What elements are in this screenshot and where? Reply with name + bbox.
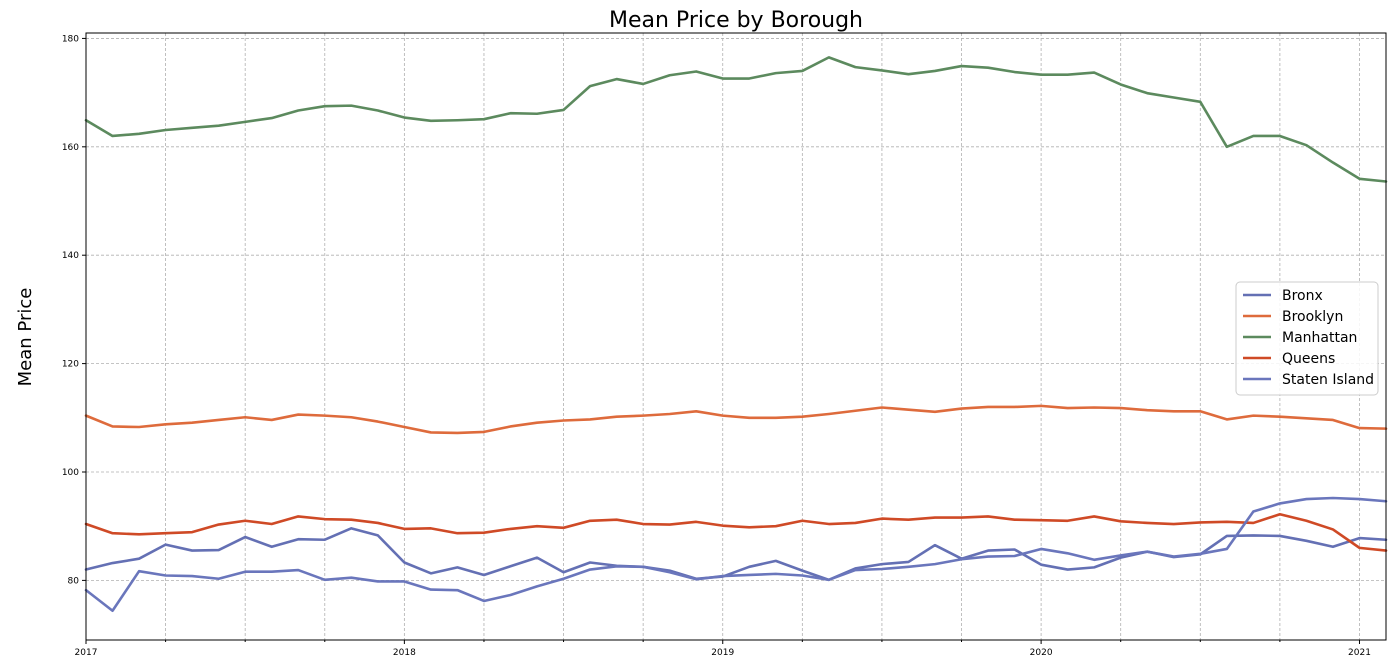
x-tick-label: 2018 — [393, 648, 416, 658]
y-tick-label: 120 — [62, 360, 79, 370]
y-ticks: 80 100 120 140 160 180 — [62, 34, 86, 586]
x-tick-label: 2017 — [75, 648, 98, 658]
x-tick-label: 2020 — [1030, 648, 1053, 658]
x-ticks: 2017 2018 2019 2020 2021 — [75, 640, 1371, 658]
grid — [85, 33, 1386, 640]
x-tick-label: 2021 — [1348, 648, 1371, 658]
y-tick-label: 160 — [62, 143, 79, 153]
legend-label: Staten Island — [1282, 372, 1374, 388]
series-line-staten-island — [84, 496, 1388, 613]
chart-title: Mean Price by Borough — [609, 8, 863, 33]
legend-label: Brooklyn — [1282, 309, 1343, 325]
series-line-manhattan — [84, 56, 1388, 183]
y-tick-label: 180 — [62, 34, 79, 44]
series-line-brooklyn — [84, 404, 1388, 435]
y-tick-label: 100 — [62, 468, 79, 478]
legend-box — [1235, 281, 1379, 396]
series-lines — [84, 56, 1388, 613]
legend-label: Bronx — [1282, 288, 1323, 304]
legend-label: Queens — [1282, 351, 1335, 367]
y-tick-label: 140 — [62, 251, 79, 261]
y-tick-label: 80 — [68, 576, 80, 586]
legend-label: Manhattan — [1282, 330, 1357, 346]
plot-frame — [85, 32, 1387, 641]
y-axis-label: Mean Price — [15, 288, 36, 387]
x-tick-label: 2019 — [711, 648, 734, 658]
series-line-queens — [84, 512, 1388, 552]
legend: Bronx Brooklyn Manhattan Queens Staten Islan… — [1235, 281, 1379, 396]
